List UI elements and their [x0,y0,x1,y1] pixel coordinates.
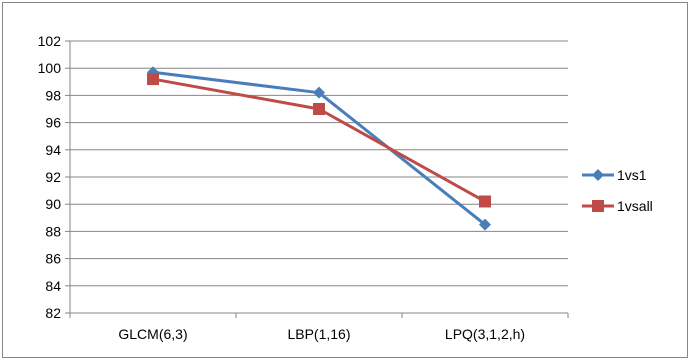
y-tick-label: 100 [38,60,62,76]
data-point-1vs1 [479,218,491,231]
series [147,66,491,231]
y-tick-label: 84 [45,278,61,294]
legend: 1vs1 1vsall [582,167,653,214]
x-tick-label: GLCM(6,3) [118,326,187,342]
y-tick-label: 86 [45,251,61,267]
data-point-1vsall [313,103,325,115]
chart-frame [2,2,688,358]
y-tick-label: 82 [45,305,61,321]
y-tick-label: 88 [45,223,61,239]
data-point-1vsall [479,195,491,208]
y-tick-label: 94 [45,142,61,158]
data-point-1vsall [147,73,159,86]
legend-label-1vs1: 1vs1 [617,167,647,183]
y-tick-label: 92 [45,169,61,185]
legend-marker-1vs1 [592,169,604,181]
y-tick-label: 102 [38,33,62,49]
x-tick-label: LPQ(3,1,2,h) [445,326,525,342]
axes: 82 84 86 88 90 92 94 96 98 100 102 GLCM(6,3) LBP(1,1… [38,33,569,342]
y-tick-label: 96 [45,115,61,131]
y-tick-label: 98 [45,87,61,103]
legend-label-1vsall: 1vsall [617,198,653,214]
data-point-1vs1 [313,86,325,99]
x-tick-label: LBP(1,16) [287,326,350,342]
legend-marker-1vsall [592,200,604,212]
y-tick-label: 90 [45,196,61,212]
gridlines [70,40,568,314]
